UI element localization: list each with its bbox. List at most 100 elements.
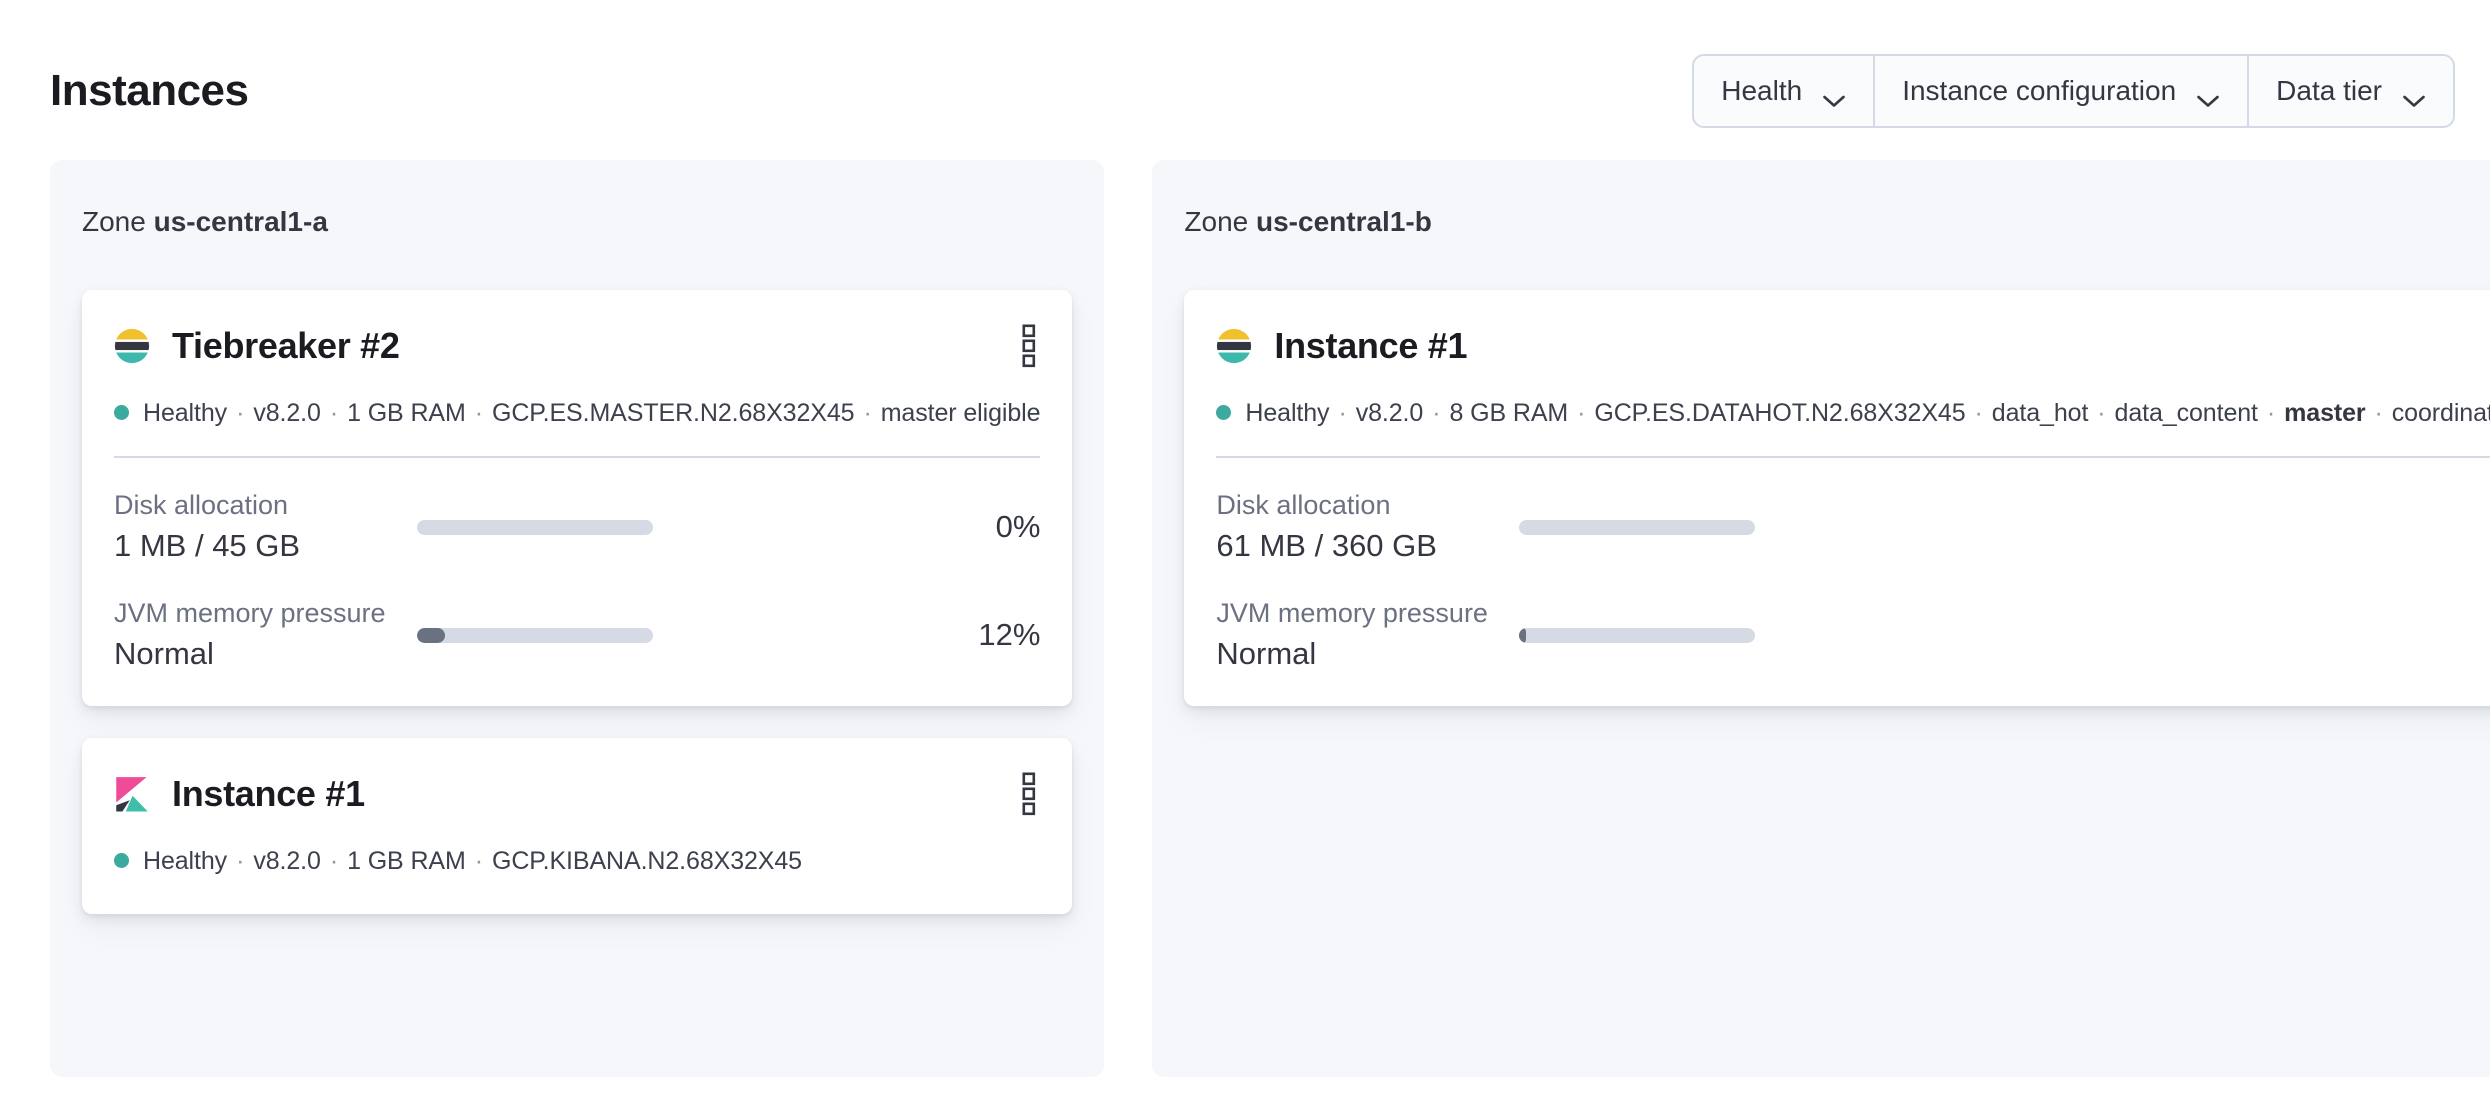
metric-progress-bar xyxy=(1519,627,1756,643)
page-title: Instances xyxy=(50,66,249,115)
meta-separator: · xyxy=(1577,399,1586,427)
meta-token: coordinating xyxy=(2391,399,2490,427)
instance-card: Tiebreaker #2 Healthy · v8.2.0 · 1 GB RAM · GC… xyxy=(82,290,1073,706)
meta-separator: · xyxy=(236,847,245,875)
filter-button-label: Data tier xyxy=(2276,75,2382,106)
card-divider xyxy=(1216,456,2490,458)
metric-row: Disk allocation 1 MB / 45 GB 0% xyxy=(114,488,1040,566)
metric-value: Normal xyxy=(114,636,214,671)
kibana-logo-icon xyxy=(114,776,150,812)
instance-meta: Healthy · v8.2.0 · 1 GB RAM · GCP.KIBANA.N2.68… xyxy=(114,840,1040,882)
instance-card: Instance #1 Healthy · v8.2.0 · 1 GB RAM · GCP.… xyxy=(82,738,1073,914)
metric-progress-fill xyxy=(1519,627,1527,643)
health-dot xyxy=(1216,405,1232,420)
metric-text: Disk allocation 1 MB / 45 GB xyxy=(114,488,417,566)
zone-cards: Instance #1 Healthy · v8.2.0 · 8 GB RAM · GCP.… xyxy=(1184,290,2490,706)
meta-separator: · xyxy=(236,399,245,427)
elasticsearch-logo-icon xyxy=(114,328,150,364)
instance-menu-button[interactable] xyxy=(1018,770,1040,818)
zone-name: us-central1-a xyxy=(153,206,328,237)
metric-label: JVM memory pressure xyxy=(114,598,386,628)
meta-separator: · xyxy=(1432,399,1441,427)
zones-container: Zone us-central1-a Tiebreaker #2 xyxy=(50,160,2490,1077)
instance-menu-button[interactable] xyxy=(1018,322,1040,370)
meta-token: master eligible xyxy=(880,399,1041,427)
metric-text: JVM memory pressure Normal xyxy=(1216,596,1519,674)
instance-card-header: Instance #1 xyxy=(114,770,1040,818)
health-dot xyxy=(114,853,129,868)
zone-cards: Tiebreaker #2 Healthy · v8.2.0 · 1 GB RAM · GC… xyxy=(82,290,1073,914)
instances-page: Instances Health Instance configuration … xyxy=(50,54,2490,1077)
instance-meta: Healthy · v8.2.0 · 1 GB RAM · GCP.ES.MASTER.N2… xyxy=(114,392,1040,434)
meta-token: Healthy xyxy=(1216,399,1330,427)
zone-label-prefix: Zone xyxy=(82,206,154,237)
meta-token: v8.2.0 xyxy=(253,847,321,875)
zone-label: Zone us-central1-a xyxy=(82,200,1072,244)
filter-button-health[interactable]: Health xyxy=(1694,56,1873,126)
zone-label: Zone us-central1-b xyxy=(1184,200,2490,244)
meta-token: 8 GB RAM xyxy=(1449,399,1569,427)
meta-separator: · xyxy=(1974,399,1983,427)
elasticsearch-logo-icon xyxy=(1216,328,1252,364)
meta-separator: · xyxy=(2266,399,2276,427)
metric-progress-fill xyxy=(417,627,446,643)
metric-row: JVM memory pressure Normal 12% xyxy=(114,596,1040,674)
metric-value: 61 MB / 360 GB xyxy=(1216,528,1437,563)
instance-metrics: Disk allocation 1 MB / 45 GB 0% JVM memo… xyxy=(114,458,1040,674)
meta-token: 1 GB RAM xyxy=(347,847,466,875)
metric-progress-bar xyxy=(1519,519,1756,535)
meta-separator: · xyxy=(474,847,483,875)
instance-meta: Healthy · v8.2.0 · 8 GB RAM · GCP.ES.DATAHOT.N… xyxy=(1216,392,2490,434)
card-divider xyxy=(114,456,1041,458)
metric-label: Disk allocation xyxy=(1216,490,1391,520)
zone-panel: Zone us-central1-a Tiebreaker #2 xyxy=(50,160,1105,1077)
meta-separator: · xyxy=(474,399,483,427)
meta-token: Healthy xyxy=(114,847,227,875)
zone-label-prefix: Zone xyxy=(1184,206,1256,237)
meta-separator: · xyxy=(863,399,872,427)
chevron-down-icon xyxy=(2196,84,2220,107)
boxes-vertical-icon xyxy=(1022,324,1036,368)
meta-token: GCP.ES.MASTER.N2.68X32X45 xyxy=(491,399,855,427)
meta-token: GCP.KIBANA.N2.68X32X45 xyxy=(491,847,802,875)
chevron-down-icon xyxy=(2402,84,2426,107)
instance-card: Instance #1 Healthy · v8.2.0 · 8 GB RAM · GCP.… xyxy=(1184,290,2490,706)
meta-separator: · xyxy=(2374,399,2383,427)
metric-row: Disk allocation 61 MB / 360 GB 0% xyxy=(1216,488,2490,566)
filter-button-label: Instance configuration xyxy=(1902,75,2177,106)
instance-card-header: Tiebreaker #2 xyxy=(114,322,1040,370)
meta-token: data_content xyxy=(2114,399,2258,427)
metric-percent: 3% xyxy=(1755,617,2490,653)
meta-token: v8.2.0 xyxy=(1355,399,1424,427)
metric-percent: 12% xyxy=(978,617,1041,652)
zone-name: us-central1-b xyxy=(1256,206,1432,237)
meta-token: master xyxy=(2284,399,2366,427)
instance-card-header: Instance #1 xyxy=(1216,322,2490,370)
meta-separator: · xyxy=(329,847,339,875)
health-dot xyxy=(114,405,129,420)
metric-progress-bar xyxy=(417,519,653,535)
metric-text: JVM memory pressure Normal xyxy=(114,596,417,674)
meta-token: v8.2.0 xyxy=(253,399,321,427)
filter-button-data-tier[interactable]: Data tier xyxy=(2247,56,2453,126)
instance-metrics: Disk allocation 61 MB / 360 GB 0% JVM me… xyxy=(1216,458,2490,674)
elasticsearch-logo-icon xyxy=(114,328,150,364)
meta-token: data_hot xyxy=(1991,399,2089,427)
instance-title: Tiebreaker #2 xyxy=(172,325,400,366)
boxes-vertical-icon xyxy=(1022,772,1036,816)
metric-label: Disk allocation xyxy=(114,490,289,520)
meta-separator: · xyxy=(1338,399,1347,427)
filter-group: Health Instance configuration Data tier xyxy=(1692,54,2455,128)
top-bar: Instances Health Instance configuration … xyxy=(50,54,2455,128)
metric-progress-bar xyxy=(417,627,653,643)
filter-button-instance-configuration[interactable]: Instance configuration xyxy=(1873,56,2247,126)
metric-value: 1 MB / 45 GB xyxy=(114,528,301,563)
metric-value: Normal xyxy=(1216,636,1317,671)
meta-token: GCP.ES.DATAHOT.N2.68X32X45 xyxy=(1594,399,1966,427)
metric-label: JVM memory pressure xyxy=(1216,598,1488,628)
kibana-logo-icon xyxy=(116,777,148,812)
metric-percent: 0% xyxy=(1755,509,2490,545)
meta-token: 1 GB RAM xyxy=(347,399,466,427)
instance-title: Instance #1 xyxy=(172,773,365,814)
elasticsearch-logo-icon xyxy=(1217,328,1252,364)
